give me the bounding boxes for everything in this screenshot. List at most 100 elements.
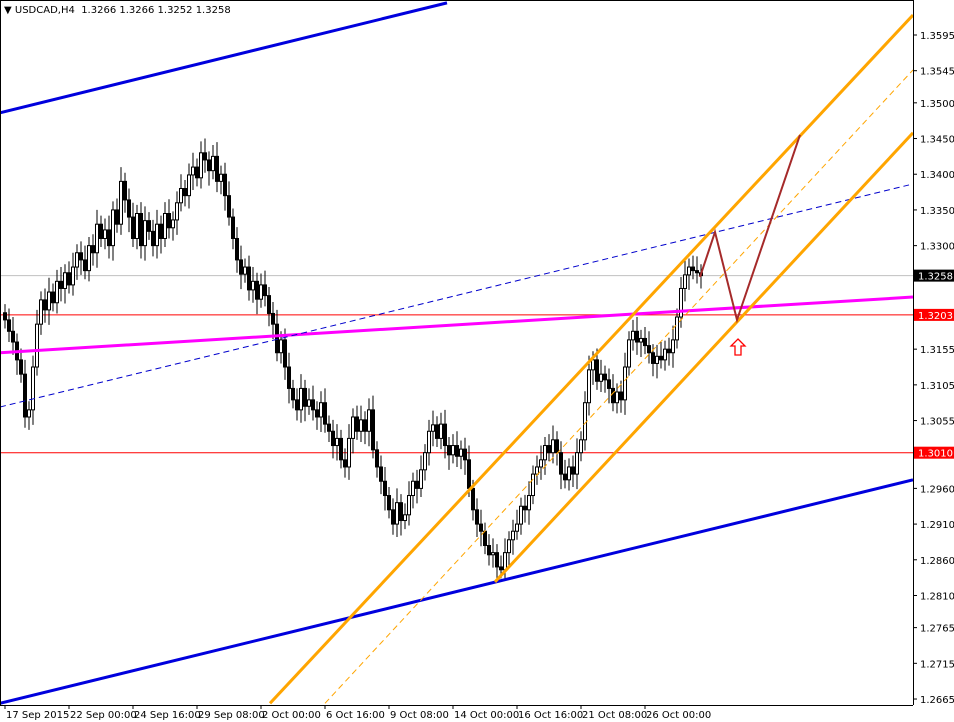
candle-body	[7, 319, 11, 332]
candle-body	[219, 173, 223, 182]
candle-body	[235, 237, 239, 261]
candle-body	[159, 223, 163, 239]
candle-body	[151, 230, 155, 247]
price-label: 1.3010	[918, 449, 953, 460]
candle-body	[395, 502, 399, 525]
price-label: 1.3258	[918, 272, 953, 283]
trendline-line	[0, 295, 913, 355]
candle-body	[199, 152, 203, 179]
candle-body	[299, 387, 303, 411]
candle-body	[163, 213, 167, 239]
candle-body	[511, 530, 515, 541]
price-tick-label: 1.3350	[920, 206, 954, 217]
price-tick-label: 1.3545	[920, 67, 954, 78]
plot-area	[0, 1, 913, 705]
candle-body	[515, 523, 519, 532]
candle-body	[431, 424, 435, 432]
candle-body	[103, 229, 107, 239]
candle-body	[523, 505, 527, 511]
candle-body	[171, 219, 175, 229]
candle-body	[19, 359, 23, 375]
candle-body	[291, 387, 295, 401]
up-arrow-icon	[729, 338, 747, 356]
price-tick-label: 1.3055	[920, 417, 954, 428]
price-label-box	[914, 308, 954, 321]
candle-body	[491, 552, 495, 556]
candle-body	[143, 220, 147, 247]
candle-body	[207, 159, 211, 172]
channel-line	[268, 13, 913, 705]
candle-body	[87, 245, 91, 272]
candle-body	[479, 523, 483, 532]
candle-body	[99, 223, 103, 239]
candle-body	[67, 272, 71, 286]
candle-body	[579, 439, 583, 454]
candle-body	[591, 359, 595, 371]
price-tick-label: 1.2665	[920, 695, 954, 706]
candle-body	[335, 437, 339, 447]
ohlc-readout: 1.3266 1.3266 1.3252 1.3258	[81, 5, 231, 16]
collapse-triangle-icon[interactable]: ▼	[4, 5, 15, 16]
candle-body	[307, 399, 311, 407]
candle-body	[415, 480, 419, 489]
candle-body	[671, 339, 675, 354]
candle-body	[691, 266, 695, 272]
candle-body	[191, 166, 195, 176]
time-tick-label: 16 Oct 16:00	[518, 710, 583, 721]
candle-body	[339, 437, 343, 461]
candle-body	[651, 352, 655, 364]
candle-body	[587, 369, 591, 404]
candle-body	[539, 459, 543, 468]
candle-body	[371, 409, 375, 451]
candle-body	[399, 502, 403, 522]
candle-body	[239, 259, 243, 275]
price-tick-label: 1.3595	[920, 31, 954, 42]
candle-body	[387, 495, 391, 511]
candle-body	[175, 202, 179, 221]
candle-body	[595, 359, 599, 382]
candle-body	[315, 409, 319, 418]
candle-body	[463, 448, 467, 461]
price-tick-label: 1.2765	[920, 624, 954, 635]
candle-body	[283, 339, 287, 368]
candle-body	[215, 155, 219, 182]
candle-body	[443, 423, 447, 447]
candle-body	[139, 213, 143, 247]
candle-body	[223, 173, 227, 197]
candle-body	[107, 229, 111, 247]
candle-body	[279, 339, 283, 354]
candle-body	[563, 473, 567, 481]
candle-body	[663, 348, 667, 361]
candle-body	[135, 213, 139, 239]
candle-body	[627, 339, 631, 368]
dashed-line	[0, 184, 910, 408]
candle-body	[519, 505, 523, 525]
candle-body	[459, 448, 463, 457]
candle-body	[155, 223, 159, 247]
candle-body	[355, 416, 359, 432]
candle-body	[655, 355, 659, 364]
candle-body	[487, 545, 491, 556]
candle-body	[619, 391, 623, 401]
candle-body	[39, 299, 43, 325]
price-tick-label: 1.2910	[920, 520, 954, 531]
candle-body	[115, 209, 119, 225]
candle-body	[51, 291, 55, 304]
candle-body	[543, 445, 547, 461]
candle-body	[243, 266, 247, 275]
candle-body	[263, 284, 267, 297]
price-tick-label: 1.3155	[920, 345, 954, 356]
candle-body	[323, 402, 327, 425]
candle-body	[147, 220, 151, 232]
price-tick-label: 1.3300	[920, 242, 954, 253]
candle-body	[603, 373, 607, 381]
candle-body	[687, 266, 691, 276]
candle-body	[363, 419, 367, 432]
candle-body	[551, 439, 555, 454]
price-tick-label: 1.3450	[920, 135, 954, 146]
candle-body	[3, 312, 7, 321]
candle-body	[47, 291, 51, 311]
candle-body	[203, 152, 207, 161]
candle-body	[247, 266, 251, 291]
